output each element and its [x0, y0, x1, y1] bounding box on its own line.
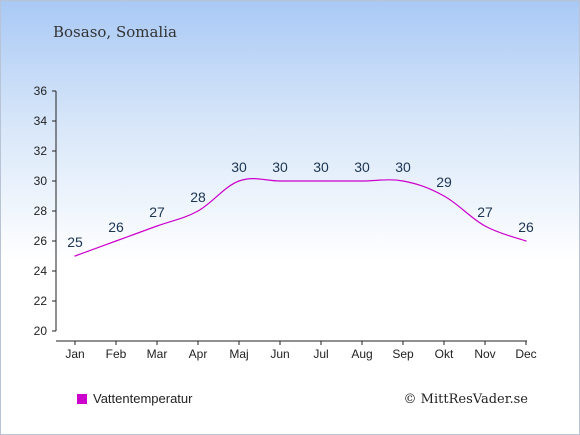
- data-point: [279, 180, 281, 182]
- data-labels: 25 26 27 28 30 30 30 30 30 29 27 26: [67, 159, 534, 250]
- x-tick-label: Dec: [515, 347, 536, 361]
- data-label: 29: [436, 174, 452, 190]
- y-tick-label: 32: [34, 144, 48, 158]
- data-point: [115, 240, 117, 242]
- series-line: [74, 178, 527, 257]
- data-label: 30: [272, 159, 288, 175]
- credit-text: © MittResVader.se: [404, 392, 529, 407]
- x-tick-label: Jul: [313, 347, 328, 361]
- data-point: [484, 225, 486, 227]
- data-label: 30: [354, 159, 370, 175]
- data-label: 25: [67, 234, 83, 250]
- x-tick-label: Jan: [65, 347, 84, 361]
- y-tick-label: 26: [34, 234, 48, 248]
- data-point: [443, 195, 445, 197]
- data-label: 27: [149, 204, 165, 220]
- y-tick-label: 24: [34, 264, 48, 278]
- data-point: [156, 225, 158, 227]
- data-label: 26: [108, 219, 124, 235]
- data-label: 27: [477, 204, 493, 220]
- x-tick-label: Okt: [435, 347, 454, 361]
- y-tick-label: 30: [34, 174, 48, 188]
- y-tick-label: 22: [34, 294, 48, 308]
- data-point: [74, 255, 76, 257]
- data-label: 30: [395, 159, 411, 175]
- data-point: [320, 180, 322, 182]
- data-point: [361, 180, 363, 182]
- data-point: [525, 240, 527, 242]
- x-tick-label: Nov: [474, 347, 495, 361]
- y-tick-label: 28: [34, 204, 48, 218]
- x-tick-label: Sep: [392, 347, 414, 361]
- x-tick-label: Aug: [351, 347, 372, 361]
- data-point: [197, 210, 199, 212]
- x-tick-label: Maj: [229, 347, 248, 361]
- x-tick-label: Feb: [106, 347, 127, 361]
- data-label: 30: [313, 159, 329, 175]
- data-point: [402, 180, 404, 182]
- legend-label: Vattentemperatur: [93, 391, 193, 406]
- data-point: [238, 180, 240, 182]
- data-label: 26: [518, 219, 534, 235]
- y-tick-label: 20: [34, 324, 48, 338]
- data-label: 28: [190, 189, 206, 205]
- series: [74, 178, 527, 257]
- x-tick-label: Jun: [270, 347, 289, 361]
- y-tick-label: 34: [34, 114, 48, 128]
- axes: 20 22 24 26 28 30 32 34 36 Jan Feb Mar Apr Maj Jun Jul A…: [34, 84, 537, 361]
- y-tick-label: 36: [34, 84, 48, 98]
- legend-swatch: [77, 394, 87, 404]
- chart-title: Bosaso, Somalia: [53, 23, 177, 41]
- data-label: 30: [231, 159, 247, 175]
- x-tick-label: Apr: [189, 347, 208, 361]
- x-tick-label: Mar: [147, 347, 168, 361]
